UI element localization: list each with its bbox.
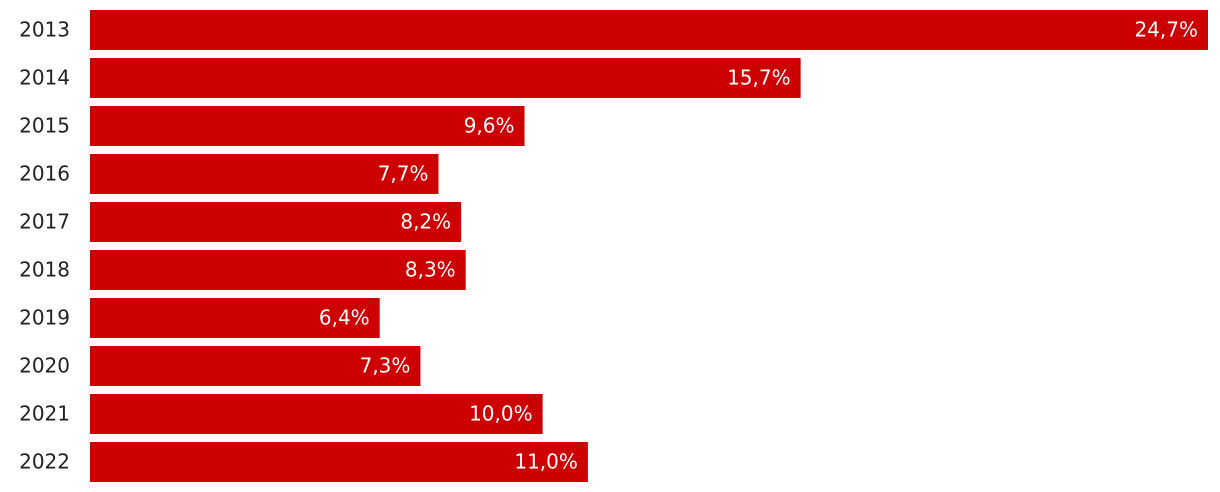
category-label: 2017 <box>19 210 70 234</box>
value-label: 11,0% <box>514 450 578 474</box>
category-label: 2018 <box>19 258 70 282</box>
bar <box>90 106 525 146</box>
bar <box>90 346 421 386</box>
category-label: 2021 <box>19 402 70 426</box>
bar <box>90 154 439 194</box>
value-label: 15,7% <box>727 66 791 90</box>
value-label: 7,7% <box>378 162 429 186</box>
bar <box>90 442 588 482</box>
value-label: 8,2% <box>400 210 451 234</box>
bar <box>90 250 466 290</box>
bar <box>90 58 801 98</box>
category-label: 2016 <box>19 162 70 186</box>
category-label: 2020 <box>19 354 70 378</box>
bar <box>90 298 380 338</box>
bar <box>90 394 543 434</box>
bar <box>90 10 1208 50</box>
category-label: 2015 <box>19 114 70 138</box>
category-label: 2013 <box>19 18 70 42</box>
value-label: 8,3% <box>405 258 456 282</box>
category-label: 2014 <box>19 66 70 90</box>
category-label: 2022 <box>19 450 70 474</box>
value-label: 24,7% <box>1134 18 1198 42</box>
bar <box>90 202 462 242</box>
value-label: 9,6% <box>464 114 515 138</box>
value-label: 10,0% <box>469 402 533 426</box>
value-label: 6,4% <box>319 306 370 330</box>
value-label: 7,3% <box>360 354 411 378</box>
category-label: 2019 <box>19 306 70 330</box>
